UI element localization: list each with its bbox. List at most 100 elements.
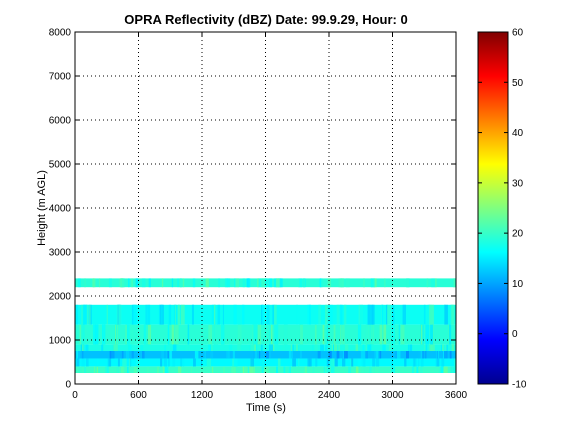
reflectivity-streak [274,304,277,325]
reflectivity-streak [431,278,436,288]
reflectivity-streak [379,324,383,345]
reflectivity-streak [425,351,427,359]
reflectivity-streak [396,351,401,359]
reflectivity-streak [235,278,239,288]
x-tick-label: 3600 [445,390,468,401]
reflectivity-streak [139,351,144,359]
reflectivity-streak [448,324,452,345]
reflectivity-streak [208,324,213,345]
reflectivity-streak [122,351,124,359]
reflectivity-streak [167,351,169,359]
reflectivity-streak [356,366,359,373]
reflectivity-streak [211,304,216,325]
reflectivity-streak [161,278,164,288]
reflectivity-streak [246,278,250,288]
colorbar-tick-label: 50 [512,78,524,89]
reflectivity-streak [232,358,235,367]
reflectivity-streak [76,351,81,359]
reflectivity-streak [453,278,455,288]
reflectivity-streak [250,358,255,367]
reflectivity-streak [332,366,335,373]
reflectivity-streak [193,358,196,367]
reflectivity-streak [248,278,250,288]
reflectivity-streak [183,358,185,367]
reflectivity-streak [259,351,261,359]
reflectivity-streak [276,366,278,373]
reflectivity-streak [364,351,367,359]
reflectivity-streak [164,344,167,351]
reflectivity-streak [429,304,432,325]
colorbar-gradient [477,31,509,385]
reflectivity-streak [326,366,331,373]
reflectivity-streak [122,358,125,367]
reflectivity-streak [143,324,148,345]
reflectivity-streak [320,344,324,351]
x-tick-label: 2400 [318,390,341,401]
reflectivity-streak [331,344,333,351]
reflectivity-streak [261,366,263,373]
y-tick-label: 8000 [49,28,72,39]
reflectivity-streak [404,358,407,367]
reflectivity-streak [291,344,294,351]
reflectivity-streak [165,366,169,373]
reflectivity-streak [451,304,455,325]
reflectivity-streak [443,366,448,373]
reflectivity-streak [279,278,283,288]
reflectivity-streak [94,324,99,345]
reflectivity-streak [118,304,122,325]
reflectivity-streak [288,366,291,373]
colorbar-tick-label: 30 [512,178,524,189]
reflectivity-streak [363,344,365,351]
reflectivity-streak [299,351,302,359]
reflectivity-streak [147,324,152,345]
reflectivity-streak [339,304,341,325]
reflectivity-streak [421,351,425,359]
colorbar-tick-label: 60 [512,28,524,39]
reflectivity-streak [172,358,176,367]
reflectivity-streak [292,358,296,367]
reflectivity-streak [314,344,318,351]
reflectivity-streak [362,344,364,351]
reflectivity-streak [312,366,315,373]
reflectivity-streak [94,366,97,373]
colorbar-tick-label: -10 [512,380,527,391]
colorbar-tick-label: 10 [512,279,524,290]
reflectivity-streak [237,324,242,345]
y-tick-label: 1000 [49,336,72,347]
reflectivity-streak [426,278,429,288]
reflectivity-streak [331,358,334,367]
reflectivity-streak [237,344,241,351]
reflectivity-streak [185,344,189,351]
reflectivity-streak [253,366,256,373]
reflectivity-streak [413,358,416,367]
reflectivity-streak [283,324,288,345]
reflectivity-streak [391,358,393,367]
reflectivity-streak [254,351,258,359]
reflectivity-streak [234,278,236,288]
reflectivity-streak [224,278,228,288]
reflectivity-streak [111,351,115,359]
reflectivity-streak [242,304,245,325]
chart-title: OPRA Reflectivity (dBZ) Date: 99.9.29, H… [124,12,407,27]
reflectivity-streak [420,324,423,345]
reflectivity-streak [299,278,303,288]
reflectivity-streak [362,278,366,288]
reflectivity-streak [303,278,305,288]
reflectivity-streak [443,351,448,359]
reflectivity-streak [253,324,258,345]
reflectivity-streak [138,351,141,359]
reflectivity-streak [402,304,406,325]
reflectivity-streak [436,358,440,367]
reflectivity-streak [398,324,400,345]
reflectivity-streak [409,344,413,351]
reflectivity-streak [158,304,161,325]
reflectivity-layer [75,351,456,359]
reflectivity-streak [75,358,78,367]
reflectivity-streak [269,344,274,351]
reflectivity-streak [261,278,263,288]
reflectivity-streak [374,278,377,288]
reflectivity-streak [117,358,120,367]
reflectivity-streak [133,366,137,373]
reflectivity-streak [454,358,456,367]
reflectivity-streak [262,304,265,325]
